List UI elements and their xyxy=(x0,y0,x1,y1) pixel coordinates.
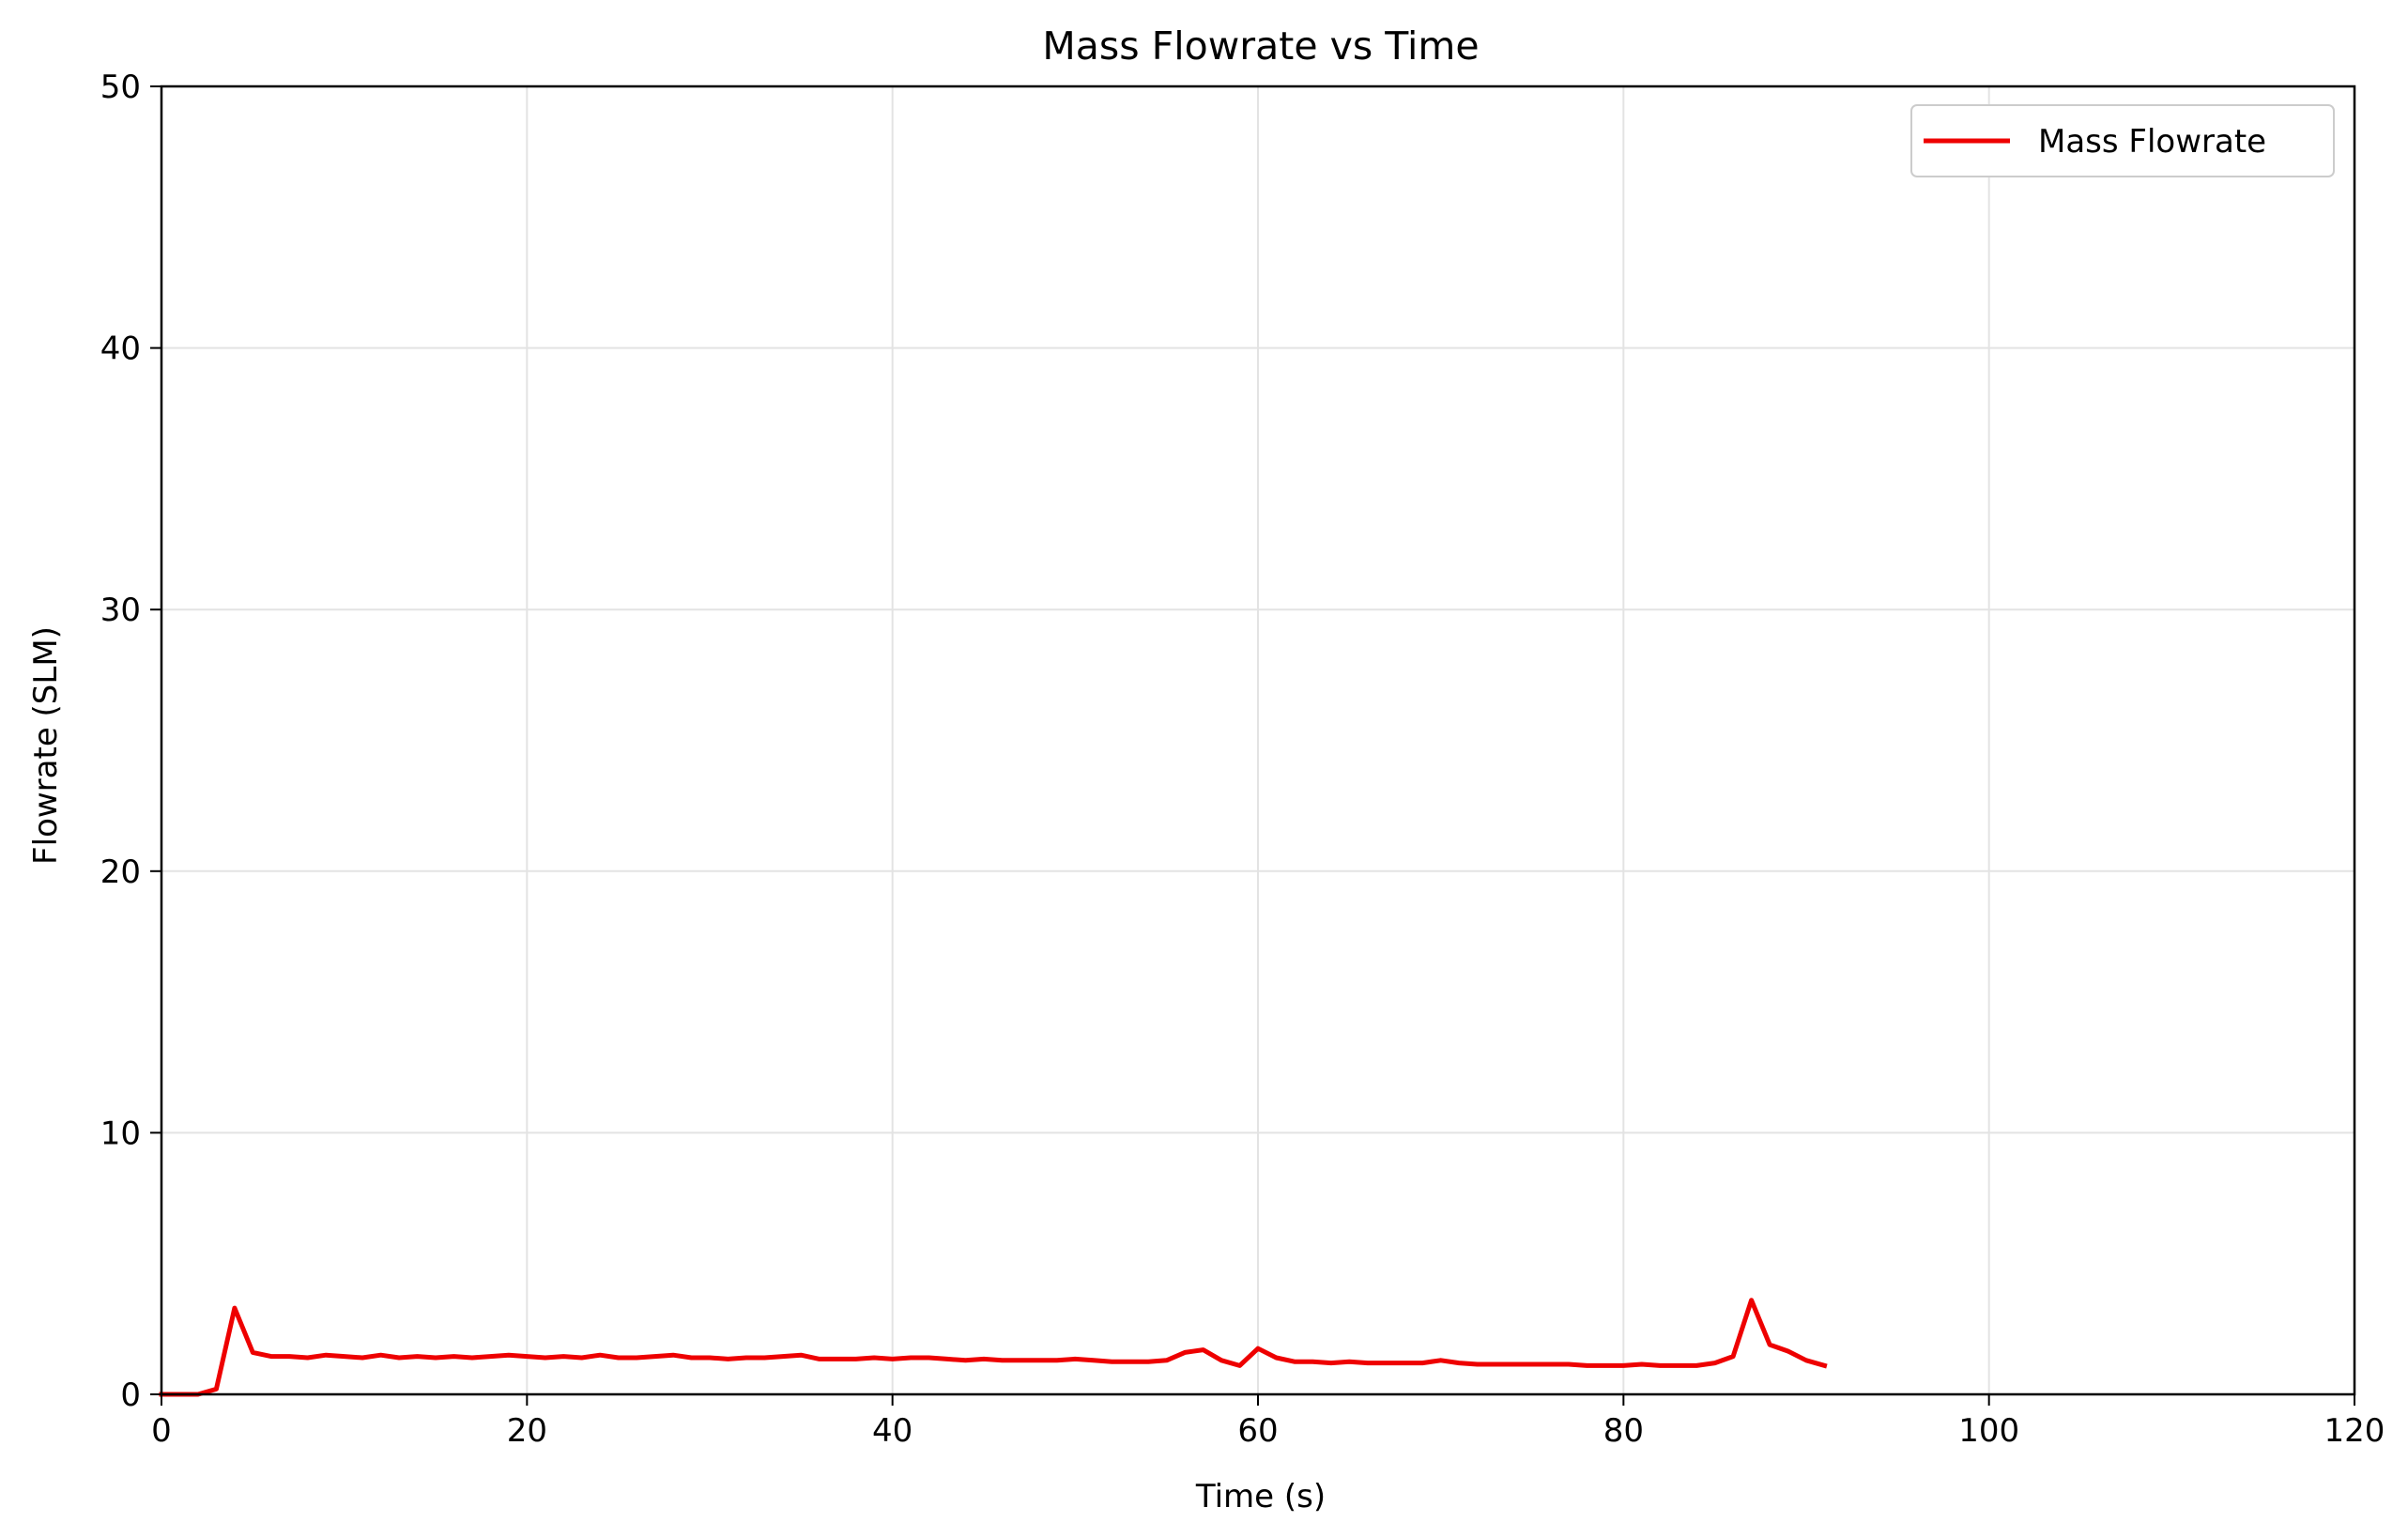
x-tick-label: 80 xyxy=(1603,1412,1644,1450)
x-tick-label: 60 xyxy=(1237,1412,1278,1450)
y-axis-ticks: 0 10 20 30 40 50 xyxy=(100,69,161,1414)
y-tick-label: 40 xyxy=(100,331,141,368)
legend-box xyxy=(1910,104,2335,177)
y-tick-label: 30 xyxy=(100,592,141,629)
x-tick-label: 20 xyxy=(507,1412,547,1450)
series-layer xyxy=(159,1298,1828,1397)
chart-title: Mass Flowrate vs Time xyxy=(1042,23,1479,69)
x-tick-label: 40 xyxy=(872,1412,913,1450)
x-axis-ticks: 0 20 40 60 80 100 120 xyxy=(151,1394,2385,1450)
legend-label-mass-flowrate: Mass Flowrate xyxy=(2038,123,2266,161)
x-axis-label: Time (s) xyxy=(1195,1478,1326,1515)
x-tick-label: 0 xyxy=(151,1412,172,1450)
y-tick-label: 50 xyxy=(100,69,141,106)
x-tick-label: 100 xyxy=(1958,1412,2019,1450)
x-tick-label: 120 xyxy=(2324,1412,2385,1450)
legend: Mass Flowrate xyxy=(1910,104,2335,177)
y-axis-label: Flowrate (SLM) xyxy=(27,626,65,865)
series-line-mass-flowrate xyxy=(159,1298,1828,1397)
y-tick-label: 0 xyxy=(120,1377,141,1414)
y-tick-label: 10 xyxy=(100,1115,141,1152)
y-tick-label: 20 xyxy=(100,854,141,891)
